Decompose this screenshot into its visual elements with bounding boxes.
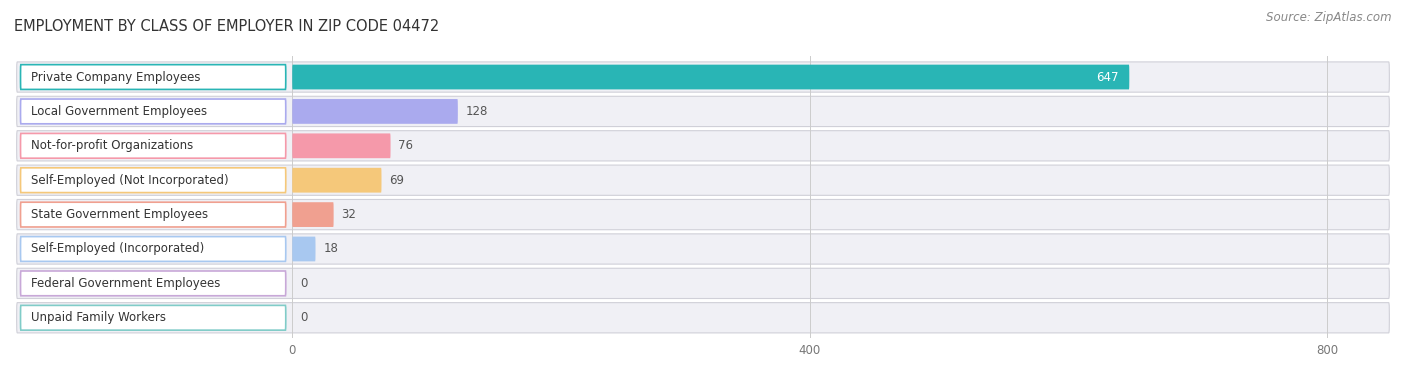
FancyBboxPatch shape [21,65,285,89]
Text: 647: 647 [1097,71,1119,83]
FancyBboxPatch shape [21,202,285,227]
Text: 76: 76 [398,139,413,152]
FancyBboxPatch shape [292,237,315,261]
FancyBboxPatch shape [21,168,285,193]
Text: 0: 0 [299,277,308,290]
FancyBboxPatch shape [21,133,285,158]
Text: 18: 18 [323,243,339,255]
FancyBboxPatch shape [17,199,1389,230]
FancyBboxPatch shape [21,271,285,296]
Text: Local Government Employees: Local Government Employees [31,105,207,118]
FancyBboxPatch shape [17,131,1389,161]
Text: Self-Employed (Incorporated): Self-Employed (Incorporated) [31,243,204,255]
Text: Not-for-profit Organizations: Not-for-profit Organizations [31,139,193,152]
FancyBboxPatch shape [21,99,285,124]
FancyBboxPatch shape [292,65,1129,89]
Text: 69: 69 [389,174,405,187]
Text: Federal Government Employees: Federal Government Employees [31,277,221,290]
Text: 32: 32 [342,208,356,221]
FancyBboxPatch shape [17,165,1389,196]
Text: 0: 0 [299,311,308,324]
FancyBboxPatch shape [21,237,285,261]
FancyBboxPatch shape [17,62,1389,92]
Text: 128: 128 [465,105,488,118]
Text: Self-Employed (Not Incorporated): Self-Employed (Not Incorporated) [31,174,229,187]
FancyBboxPatch shape [292,99,458,124]
FancyBboxPatch shape [17,234,1389,264]
Text: Private Company Employees: Private Company Employees [31,71,201,83]
FancyBboxPatch shape [17,303,1389,333]
FancyBboxPatch shape [21,305,285,330]
Text: EMPLOYMENT BY CLASS OF EMPLOYER IN ZIP CODE 04472: EMPLOYMENT BY CLASS OF EMPLOYER IN ZIP C… [14,19,439,34]
FancyBboxPatch shape [292,202,333,227]
Text: Source: ZipAtlas.com: Source: ZipAtlas.com [1267,11,1392,24]
FancyBboxPatch shape [292,133,391,158]
FancyBboxPatch shape [292,168,381,193]
Text: Unpaid Family Workers: Unpaid Family Workers [31,311,166,324]
Text: State Government Employees: State Government Employees [31,208,208,221]
FancyBboxPatch shape [17,268,1389,299]
FancyBboxPatch shape [17,96,1389,127]
